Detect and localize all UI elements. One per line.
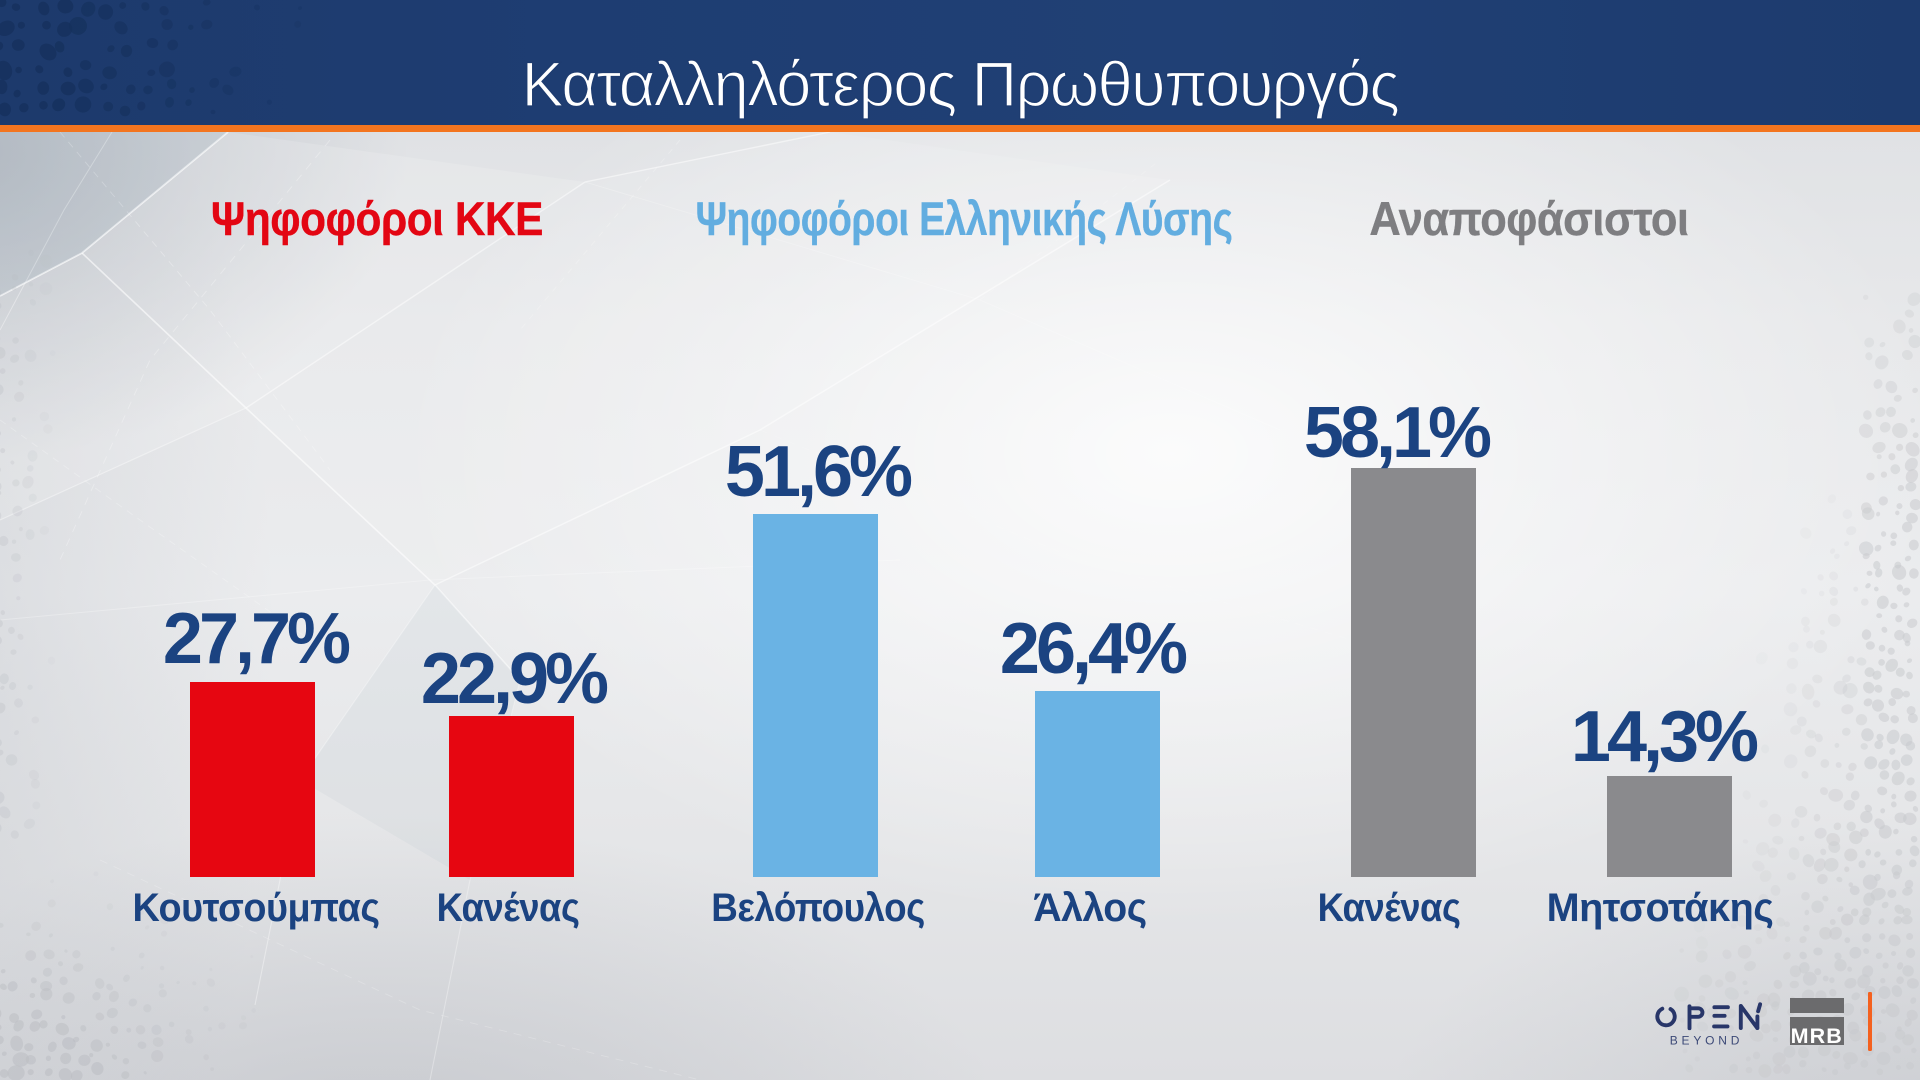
svg-text:BEYOND: BEYOND (1670, 1033, 1743, 1047)
